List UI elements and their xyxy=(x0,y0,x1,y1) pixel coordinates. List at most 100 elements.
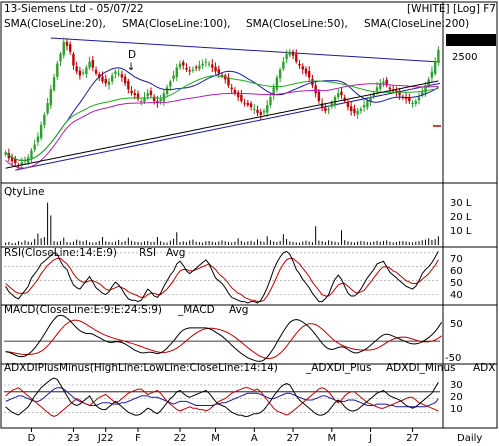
candle-body xyxy=(43,114,46,125)
rsi-series-label: RSI xyxy=(139,247,156,259)
candle-body xyxy=(201,63,204,66)
candle-body xyxy=(427,79,430,86)
candle-body xyxy=(36,136,40,143)
candle-body xyxy=(14,158,17,164)
candle-body xyxy=(340,91,343,96)
candle-body xyxy=(430,71,434,78)
rsi-plot xyxy=(4,250,440,304)
candle-body xyxy=(372,93,375,97)
candle-body xyxy=(94,69,98,74)
candle-body xyxy=(408,97,411,102)
candle-body xyxy=(20,162,23,166)
candle-body xyxy=(395,90,398,94)
candle-body xyxy=(353,108,356,113)
candle-body xyxy=(391,90,395,92)
candle-body xyxy=(152,96,156,102)
candle-body xyxy=(298,63,301,66)
candle-body xyxy=(411,103,414,105)
candle-body xyxy=(127,80,130,90)
volume-tick-20: 20 L xyxy=(450,212,472,223)
x-tick-label: 22 xyxy=(174,433,187,444)
rsi-tick-40: 40 xyxy=(450,290,463,301)
candle-body xyxy=(308,71,311,78)
candle-body xyxy=(337,93,340,98)
candle-body xyxy=(217,69,220,74)
sma200-line xyxy=(5,80,439,169)
candle-body xyxy=(278,69,282,79)
adx-minus-label: ADXDI_Minus xyxy=(386,362,456,374)
candle-body xyxy=(204,61,208,63)
candle-body xyxy=(39,124,43,139)
candle-body xyxy=(178,63,182,68)
candle-body xyxy=(194,67,198,69)
candle-body xyxy=(136,93,140,100)
candle-body xyxy=(191,69,195,71)
candle-body xyxy=(10,157,14,162)
volume-tick-10: 10 L xyxy=(450,226,472,237)
last-price-box xyxy=(446,34,496,46)
candle-body xyxy=(88,61,91,68)
candle-body xyxy=(421,91,424,95)
x-tick-label: M xyxy=(327,433,336,444)
trendline-lower xyxy=(15,82,441,171)
candle-body xyxy=(398,90,401,96)
candle-body xyxy=(433,61,437,74)
candle-body xyxy=(317,91,321,102)
candle-body xyxy=(417,97,421,101)
candle-body xyxy=(227,77,230,86)
candle-body xyxy=(388,87,392,90)
candle-body xyxy=(295,54,298,62)
candle-body xyxy=(356,110,359,115)
candle-body xyxy=(333,97,337,105)
candle-body xyxy=(46,103,49,114)
candle-body xyxy=(262,110,266,113)
price-mode: [WHITE] [Log] F7 xyxy=(407,3,496,15)
candle-body xyxy=(259,112,262,115)
candle-body xyxy=(253,108,256,110)
x-tick-label: J xyxy=(368,433,372,444)
candle-body xyxy=(414,101,417,104)
sma200-legend: SMA(CloseLine:200) xyxy=(364,18,469,30)
x-tick-label: 27 xyxy=(406,433,419,444)
candle-body xyxy=(140,101,143,103)
candle-body xyxy=(324,107,327,111)
volume-tick-30: 30 L xyxy=(450,198,472,209)
candle-body xyxy=(91,60,95,68)
adx-plot xyxy=(4,377,440,417)
macd-avg-line xyxy=(5,319,442,360)
candle-body xyxy=(272,87,275,96)
macd-tick-50: 50 xyxy=(450,319,463,330)
candle-body xyxy=(207,63,211,65)
period-label: Daily xyxy=(457,433,482,444)
candle-body xyxy=(81,72,85,74)
candle-body xyxy=(349,106,353,111)
sma50-line xyxy=(5,75,439,161)
rsi-tick-70: 70 xyxy=(450,254,463,265)
candle-body xyxy=(366,101,369,108)
adx-plus-label: _ADXDI_Plus xyxy=(305,362,372,374)
candle-body xyxy=(375,87,379,91)
sma50-legend: SMA(CloseLine:50), xyxy=(246,18,348,30)
candle-body xyxy=(169,81,172,87)
candle-body xyxy=(159,99,162,102)
candle-body xyxy=(236,92,240,98)
candle-body xyxy=(211,64,214,68)
candle-body xyxy=(285,53,288,60)
adx-tick-10: 10 xyxy=(450,404,463,415)
candle-body xyxy=(146,93,149,97)
candle-body xyxy=(33,144,36,150)
candle-body xyxy=(437,49,440,63)
candle-body xyxy=(275,77,279,90)
candle-body xyxy=(75,66,78,72)
price-title: 13-Siemens Ltd - 05/07/22 xyxy=(4,3,144,15)
candle-body xyxy=(362,105,366,108)
macd-title: MACD(CloseLine:E:9:E:24:S:9) xyxy=(4,304,162,316)
x-tick-label: F xyxy=(135,433,141,444)
candle-body xyxy=(304,68,308,74)
candle-body xyxy=(165,87,169,94)
candle-body xyxy=(98,74,101,78)
x-tick-label: 27 xyxy=(287,433,300,444)
adx-line xyxy=(5,387,439,408)
volume-title: QtyLine xyxy=(4,186,44,198)
x-tick-label: D xyxy=(28,433,36,444)
